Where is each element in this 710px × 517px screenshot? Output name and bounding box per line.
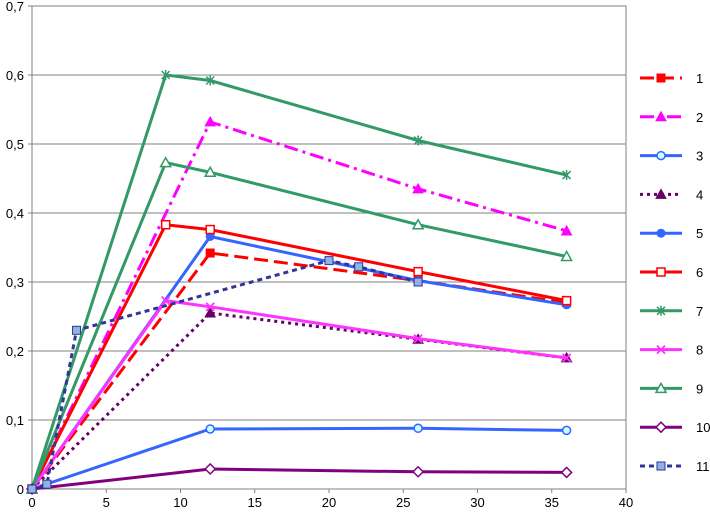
legend-marker: [656, 344, 666, 355]
x-tick-label: 20: [322, 495, 336, 510]
data-point: [561, 425, 572, 436]
series-line-3: [31, 426, 567, 491]
data-point: [27, 484, 37, 494]
x-tick-label: 25: [396, 495, 410, 510]
legend-item-5: 5: [640, 226, 703, 241]
legend-item-10: 10: [640, 420, 710, 435]
legend-marker: [656, 228, 666, 238]
data-point: [413, 266, 423, 277]
x-tick-label: 40: [619, 495, 633, 510]
legend-item-2: 2: [640, 110, 703, 125]
legend-marker: [655, 188, 667, 199]
legend-marker: [656, 461, 666, 471]
data-point: [412, 182, 424, 194]
legend-label: 10: [696, 420, 710, 435]
data-point: [560, 466, 573, 479]
data-point: [161, 295, 171, 306]
data-point: [161, 70, 171, 80]
legend-label: 1: [696, 71, 703, 86]
legend-label: 11: [696, 459, 710, 474]
data-point: [160, 219, 171, 230]
data-point: [560, 249, 573, 262]
legend-item-7: 7: [640, 304, 703, 319]
legend-marker: [654, 421, 668, 434]
series-line-2: [30, 120, 568, 490]
data-point: [205, 248, 215, 258]
data-point: [560, 224, 573, 236]
legend-label: 7: [696, 304, 703, 319]
data-point: [205, 302, 215, 312]
x-tick-label: 30: [470, 495, 484, 510]
x-tick-label: 5: [103, 495, 110, 510]
legend-marker: [656, 150, 666, 161]
y-tick-label: 0,7: [6, 0, 24, 14]
legend-item-8: 8: [640, 343, 703, 358]
data-point: [159, 156, 172, 168]
y-tick-label: 0,3: [6, 275, 24, 290]
data-point: [561, 295, 572, 306]
data-point: [324, 256, 334, 266]
legend-item-9: 9: [640, 381, 703, 396]
legend-item-3: 3: [640, 149, 703, 164]
x-tick-label: 0: [28, 495, 35, 510]
data-point: [205, 224, 215, 235]
legend-marker: [656, 73, 666, 83]
data-point: [205, 424, 215, 434]
data-point: [413, 277, 423, 287]
legend-item-6: 6: [640, 265, 703, 280]
legend-marker: [656, 267, 666, 277]
data-point: [354, 262, 364, 272]
legend-label: 6: [696, 265, 703, 280]
data-point: [412, 465, 425, 478]
legend-label: 3: [696, 149, 703, 164]
data-point: [203, 165, 217, 178]
x-tick-label: 35: [545, 495, 559, 510]
legend-item-1: 1: [640, 71, 703, 86]
y-tick-label: 0,5: [6, 137, 24, 152]
legend-item-11: 11: [640, 459, 710, 474]
data-point: [561, 353, 572, 363]
data-point: [413, 135, 423, 146]
legend-label: 5: [696, 226, 703, 241]
data-point: [413, 423, 423, 434]
legend: 1 2 3 4 5 6 7 8 9 10 11: [640, 71, 710, 474]
series-11: [27, 256, 423, 494]
y-tick-label: 0,6: [6, 68, 24, 83]
plot-area-series: [25, 70, 573, 496]
y-tick-label: 0,1: [6, 413, 24, 428]
legend-label: 4: [696, 187, 703, 202]
data-point: [204, 307, 217, 318]
plot-frame: [31, 5, 627, 490]
series-line-10: [31, 467, 567, 491]
x-tick-label: 15: [248, 495, 262, 510]
legend-item-4: 4: [640, 187, 703, 202]
legend-label: 8: [696, 343, 703, 358]
data-point: [413, 333, 423, 344]
data-point: [411, 218, 425, 230]
legend-marker: [654, 381, 668, 394]
y-tick-label: 0: [17, 482, 24, 497]
data-point: [42, 479, 52, 489]
data-point: [205, 75, 215, 86]
legend-marker: [655, 110, 667, 122]
legend-label: 9: [696, 381, 703, 396]
axes: 0 0,1 0,2 0,3 0,4 0,5 0,6 0,7 0 5 10 15 20 25 30 35 40: [6, 0, 633, 510]
y-tick-label: 0,2: [6, 344, 24, 359]
data-point: [204, 115, 217, 127]
data-point: [204, 462, 217, 476]
y-tick-label: 0,4: [6, 206, 24, 221]
x-tick-label: 10: [173, 495, 187, 510]
legend-marker: [656, 305, 666, 316]
grid-lines: [31, 5, 627, 490]
data-point: [72, 325, 82, 335]
legend-label: 2: [696, 110, 703, 125]
data-point: [562, 170, 572, 181]
